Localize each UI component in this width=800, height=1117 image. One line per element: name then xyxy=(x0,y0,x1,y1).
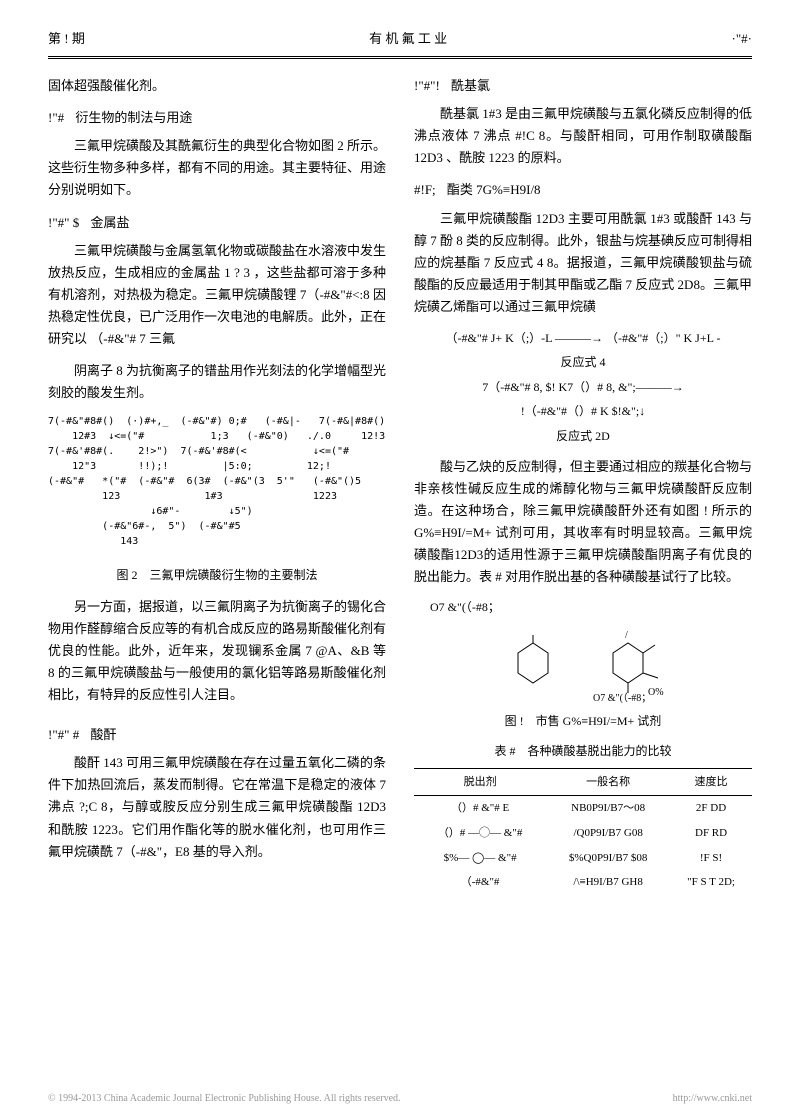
para-anhydride: 酸酐 143 可用三氟甲烷磺酸在存在过量五氧化二磷的条件下加热回流后，蒸发而制得… xyxy=(48,752,386,862)
svg-text:/: / xyxy=(625,630,628,641)
section-metal-salt: !"#" $ 金属盐 xyxy=(48,212,386,234)
reaction-eq-2d-b: !（-#&"#（）# K $!&";↓ xyxy=(414,401,752,421)
para-derivatives: 三氟甲烷磺酸及其酰氟衍生的典型化合物如图 2 所示。这些衍生物多种多样，都有不同… xyxy=(48,135,386,201)
section-num: !"#" # xyxy=(48,727,79,742)
copyright-text: © 1994-2013 China Academic Journal Elect… xyxy=(48,1090,401,1107)
page-header: 第 ! 期 有 机 氟 工 业 ·"#· xyxy=(48,28,752,59)
table-row: （）# —◯— &"# /Q0P9I/B7 G08 DF RD xyxy=(414,821,752,846)
left-column: 固体超强酸催化剂。 !"# 衍生物的制法与用途 三氟甲烷磺酸及其酰氟衍生的典型化… xyxy=(48,75,386,895)
reagent-structure-icon: / O% O7 &"(（-#8； xyxy=(493,623,673,703)
svg-text:O7 &"(（-#8；: O7 &"(（-#8； xyxy=(593,692,651,703)
section-num: !"#" $ xyxy=(48,215,79,230)
reaction-scheme-2: 7(-#&"#8#() (·)#+,_ (-#&"#) 0;# (-#&|- 7… xyxy=(48,406,386,557)
leaving-group-table: 脱出剂 一般名称 速度比 （）# &"# E NB0P9I/B7～08 2F D… xyxy=(414,768,752,895)
section-anhydride: !"#" # 酸酐 xyxy=(48,724,386,746)
section-name: 酸酐 xyxy=(90,727,116,742)
th-name: 一般名称 xyxy=(546,768,670,796)
para-acyl: 酰基氯 1#3 是由三氟甲烷磺酸与五氯化磷反应制得的低沸点液体 7 沸点 #!C… xyxy=(414,103,752,169)
section-acyl-chloride: !"#"! 酰基氯 xyxy=(414,75,752,97)
reaction-2d-label: 反应式 2D xyxy=(414,426,752,446)
table-caption: 表 # 各种磺酸基脱出能力的比较 xyxy=(414,741,752,761)
para-metal-2: 阴离子 8 为抗衡离子的镨盐用作光刻法的化学增幅型光刻胶的酸发生剂。 xyxy=(48,360,386,404)
th-ratio: 速度比 xyxy=(670,768,752,796)
right-column: !"#"! 酰基氯 酰基氯 1#3 是由三氟甲烷磺酸与五氯化磷反应制得的低沸点液… xyxy=(414,75,752,895)
section-name: 酰基氯 xyxy=(451,78,490,93)
section-num: !"# xyxy=(48,110,64,125)
two-column-layout: 固体超强酸催化剂。 !"# 衍生物的制法与用途 三氟甲烷磺酸及其酰氟衍生的典型化… xyxy=(48,75,752,895)
header-center: 有 机 氟 工 业 xyxy=(85,28,732,50)
para-lanthanide: 另一方面，据报道，以三氟阴离子为抗衡离子的锡化合物用作醛醇缩合反应等的有机合成反… xyxy=(48,596,386,706)
figure-reagent-caption: 图 ! 市售 G%≡H9I/=M+ 试剂 xyxy=(414,711,752,731)
header-left: 第 ! 期 xyxy=(48,28,85,50)
reaction-eq-4: （-#&"# J+ K（;）-L ———→ （-#&"#（;）" K J+L - xyxy=(414,328,752,348)
table-row: （-#&"# /\≡H9I/B7 GH8 "F S T 2D; xyxy=(414,870,752,895)
para-esters-2: 酸与乙炔的反应制得，但主要通过相应的羰基化合物与非亲核性碱反应生成的烯醇化物与三… xyxy=(414,456,752,589)
intro-line: 固体超强酸催化剂。 xyxy=(48,75,386,97)
reaction-eq-2d-a: 7（-#&"# 8, $! K7（）# 8, &";———→ xyxy=(414,377,752,397)
figure-2-caption: 图 2 三氟甲烷磺酸衍生物的主要制法 xyxy=(48,565,386,585)
section-derivatives: !"# 衍生物的制法与用途 xyxy=(48,107,386,129)
header-right: ·"#· xyxy=(732,28,752,50)
section-name: 衍生物的制法与用途 xyxy=(75,110,192,125)
th-reagent: 脱出剂 xyxy=(414,768,546,796)
section-num: #!F; xyxy=(414,182,436,197)
para-metal-1: 三氟甲烷磺酸与金属氢氧化物或碳酸盐在水溶液中发生放热反应，生成相应的金属盐 1 … xyxy=(48,240,386,350)
section-num: !"#"! xyxy=(414,78,440,93)
footer-url: http://www.cnki.net xyxy=(673,1090,752,1107)
para-esters-1: 三氟甲烷磺酸酯 12D3 主要可用酰氯 1#3 或酸酐 143 与醇 7 酚 8… xyxy=(414,208,752,318)
section-name: 金属盐 xyxy=(90,215,129,230)
table-row: （）# &"# E NB0P9I/B7～08 2F DD xyxy=(414,796,752,821)
section-name: 酯类 7G%≡H9I/8 xyxy=(447,182,541,197)
section-esters: #!F; 酯类 7G%≡H9I/8 xyxy=(414,179,752,201)
reagent-formula: O7 &"(（-#8； xyxy=(430,597,752,617)
table-row: $%— ◯— &"# $%Q0P9I/B7 $08 !F S! xyxy=(414,846,752,871)
page-footer: © 1994-2013 China Academic Journal Elect… xyxy=(48,1090,752,1107)
reaction-4-label: 反应式 4 xyxy=(414,352,752,372)
